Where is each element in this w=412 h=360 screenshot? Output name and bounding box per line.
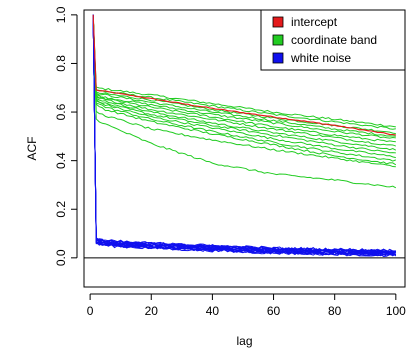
coordinate-band-line-9 <box>92 14 396 154</box>
plot-area-border <box>83 9 406 288</box>
x-axis: 0 20 40 60 80 100 <box>87 293 406 318</box>
coordinate-band-line-11 <box>92 14 397 162</box>
x-tick-label: 40 <box>206 304 220 318</box>
x-tick-label: 0 <box>87 304 94 318</box>
legend-swatch <box>272 52 284 64</box>
legend-label: intercept <box>291 15 338 29</box>
coordinate-band-line-5 <box>92 14 396 139</box>
y-axis: 0.0 0.2 0.4 0.6 0.8 1.0 <box>54 6 78 266</box>
white-noise-lines <box>92 14 397 258</box>
x-tick-label: 100 <box>386 304 406 318</box>
white-noise-line-16 <box>92 14 396 253</box>
y-tick-label: 0.4 <box>54 152 68 169</box>
coordinate-band-line-4 <box>92 14 396 137</box>
coordinate-band-line-10 <box>92 14 396 159</box>
legend-swatch <box>272 16 284 28</box>
white-noise-line-8 <box>92 14 397 255</box>
coordinate-band-line-7 <box>92 14 397 147</box>
y-axis-label: ACF <box>25 137 39 161</box>
x-tick-label: 80 <box>328 304 342 318</box>
intercept-series-line <box>92 14 396 136</box>
y-tick-label: 0.2 <box>54 201 68 218</box>
legend: intercept coordinate band white noise <box>260 9 406 71</box>
coordinate-band-line-2 <box>92 14 396 130</box>
legend-label: coordinate band <box>291 33 377 47</box>
coordinate-band-line-6 <box>92 14 396 143</box>
y-tick-label: 0.8 <box>54 55 68 72</box>
x-tick-label: 60 <box>267 304 281 318</box>
coordinate-band-line-14 <box>92 14 397 189</box>
legend-swatch <box>272 34 284 46</box>
y-tick-label: 0.6 <box>54 103 68 120</box>
coordinate-band-line-8 <box>92 14 397 151</box>
coordinate-band-line-13 <box>92 14 396 168</box>
intercept-line <box>92 14 396 136</box>
y-tick-label: 1.0 <box>54 6 68 23</box>
y-tick-label: 0.0 <box>54 249 68 266</box>
legend-box <box>260 9 406 71</box>
coordinate-band-line-12 <box>92 14 397 166</box>
x-tick-label: 20 <box>145 304 159 318</box>
x-axis-label: lag <box>236 334 252 348</box>
legend-label: white noise <box>290 51 351 65</box>
coordinate-band-line-1 <box>92 14 396 128</box>
